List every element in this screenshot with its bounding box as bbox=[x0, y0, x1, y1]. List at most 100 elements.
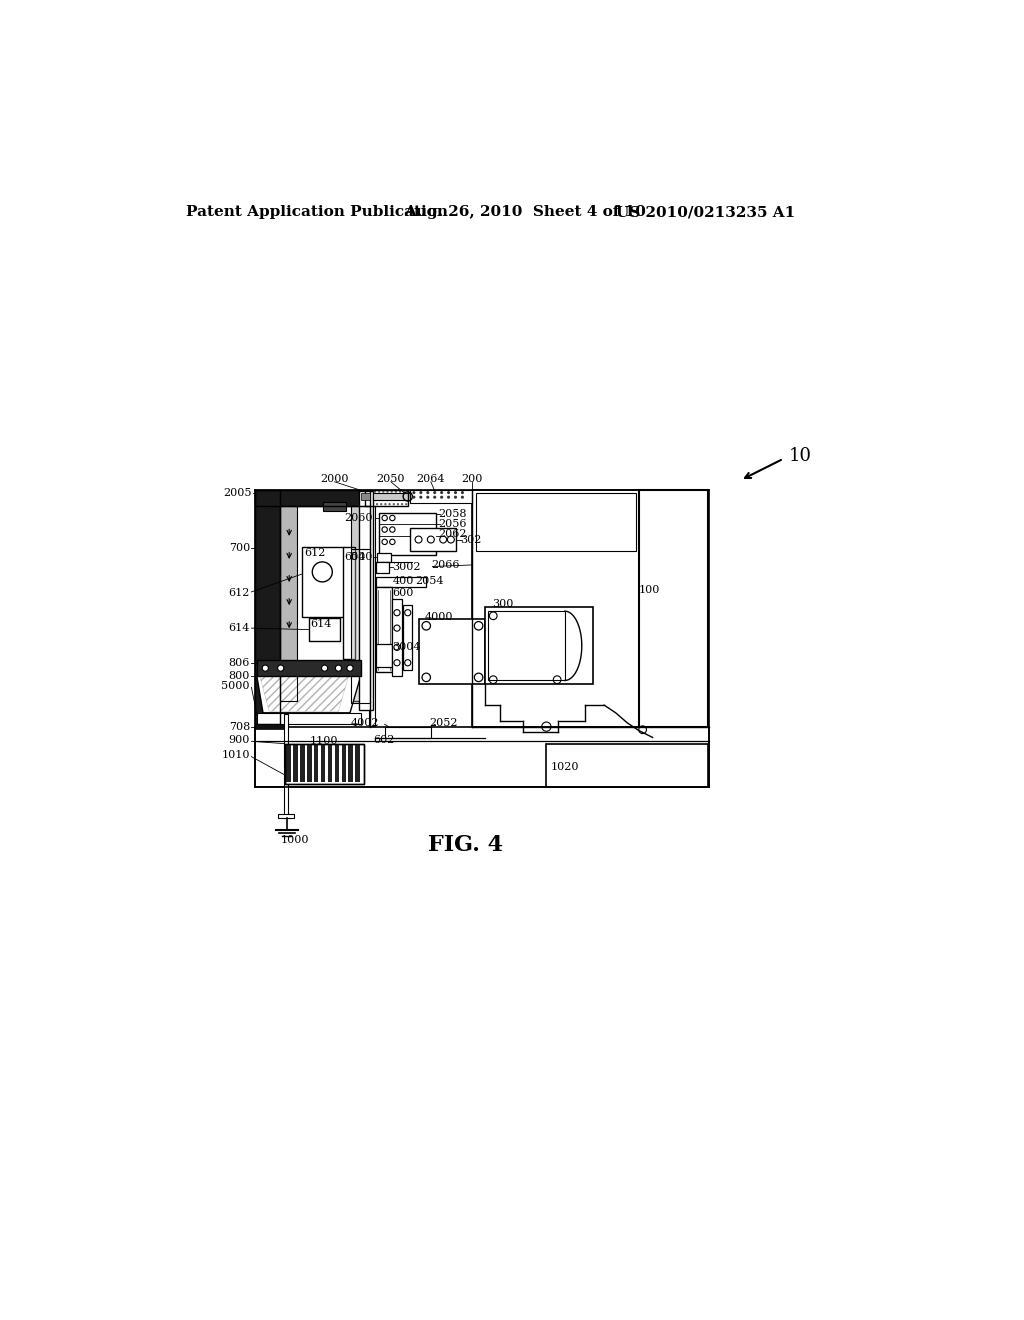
Bar bbox=[286, 744, 291, 781]
Text: 800: 800 bbox=[228, 671, 250, 681]
Text: 2064: 2064 bbox=[417, 474, 445, 484]
Text: 2000: 2000 bbox=[321, 474, 349, 484]
Text: 300: 300 bbox=[493, 599, 514, 610]
Text: 612: 612 bbox=[304, 548, 326, 558]
Bar bbox=[328, 744, 333, 781]
Bar bbox=[419, 619, 484, 684]
Bar bbox=[343, 548, 354, 659]
Bar bbox=[351, 507, 370, 549]
Bar bbox=[285, 743, 364, 784]
Text: 1010: 1010 bbox=[221, 750, 250, 760]
Circle shape bbox=[440, 496, 443, 499]
Text: 2052: 2052 bbox=[429, 718, 458, 727]
Bar bbox=[293, 744, 298, 781]
Text: Patent Application Publication: Patent Application Publication bbox=[186, 206, 449, 219]
Text: 2054: 2054 bbox=[416, 576, 444, 586]
Bar bbox=[379, 512, 436, 554]
Text: 600: 600 bbox=[392, 587, 414, 598]
Text: 1000: 1000 bbox=[281, 834, 309, 845]
Text: US 2010/0213235 A1: US 2010/0213235 A1 bbox=[615, 206, 795, 219]
Text: 4000: 4000 bbox=[425, 611, 454, 622]
Bar bbox=[376, 644, 391, 667]
Circle shape bbox=[433, 491, 436, 494]
Text: 2058: 2058 bbox=[438, 510, 467, 519]
Bar bbox=[376, 562, 388, 573]
Text: 2066: 2066 bbox=[431, 560, 460, 570]
Text: 2056: 2056 bbox=[438, 519, 467, 529]
Bar bbox=[255, 490, 280, 725]
Text: 500: 500 bbox=[351, 552, 373, 562]
Text: 614: 614 bbox=[228, 623, 250, 634]
Circle shape bbox=[419, 491, 422, 494]
Bar bbox=[300, 744, 304, 781]
Circle shape bbox=[413, 491, 416, 494]
Bar bbox=[257, 713, 360, 725]
Text: 604: 604 bbox=[345, 552, 366, 562]
Circle shape bbox=[426, 491, 429, 494]
Bar bbox=[301, 548, 344, 616]
Bar bbox=[351, 549, 370, 702]
Circle shape bbox=[262, 665, 268, 672]
Text: 1020: 1020 bbox=[551, 762, 580, 772]
Text: FIG. 4: FIG. 4 bbox=[428, 834, 503, 857]
Bar bbox=[285, 743, 364, 784]
Bar bbox=[410, 528, 457, 552]
Circle shape bbox=[447, 496, 451, 499]
Bar bbox=[280, 507, 297, 701]
Bar bbox=[321, 744, 326, 781]
Bar bbox=[280, 507, 367, 701]
Text: 2060: 2060 bbox=[345, 513, 373, 523]
Text: Aug. 26, 2010  Sheet 4 of 10: Aug. 26, 2010 Sheet 4 of 10 bbox=[403, 206, 646, 219]
Text: 708: 708 bbox=[228, 722, 250, 731]
Bar bbox=[475, 494, 636, 552]
Circle shape bbox=[433, 496, 436, 499]
Bar bbox=[335, 744, 339, 781]
Bar bbox=[279, 814, 294, 818]
Circle shape bbox=[461, 496, 464, 499]
Text: 2050: 2050 bbox=[377, 474, 406, 484]
Polygon shape bbox=[257, 676, 360, 713]
Bar bbox=[255, 726, 709, 787]
Circle shape bbox=[454, 496, 457, 499]
Text: 100: 100 bbox=[639, 585, 660, 594]
Text: 700: 700 bbox=[228, 543, 250, 553]
Bar bbox=[484, 607, 593, 684]
Circle shape bbox=[454, 491, 457, 494]
Text: 614: 614 bbox=[310, 619, 332, 630]
Bar bbox=[284, 714, 289, 817]
Bar bbox=[313, 744, 318, 781]
Text: 3002: 3002 bbox=[392, 562, 421, 573]
Circle shape bbox=[419, 496, 422, 499]
Bar bbox=[392, 599, 401, 676]
Bar bbox=[255, 490, 280, 725]
Bar bbox=[307, 744, 311, 781]
Bar bbox=[403, 605, 413, 671]
Circle shape bbox=[347, 665, 353, 672]
Text: 400: 400 bbox=[392, 576, 414, 586]
Circle shape bbox=[278, 665, 284, 672]
Bar bbox=[366, 490, 408, 507]
Text: 200: 200 bbox=[461, 474, 482, 484]
Text: 4002: 4002 bbox=[351, 718, 379, 727]
Bar bbox=[366, 490, 408, 507]
Bar bbox=[348, 744, 353, 781]
Bar bbox=[376, 587, 391, 672]
Bar bbox=[309, 618, 340, 642]
Circle shape bbox=[461, 491, 464, 494]
Bar bbox=[351, 549, 370, 702]
Text: 3004: 3004 bbox=[392, 643, 421, 652]
Text: 2005: 2005 bbox=[223, 487, 252, 498]
Bar bbox=[351, 507, 370, 549]
Bar bbox=[360, 494, 370, 499]
Bar bbox=[376, 577, 426, 587]
Bar bbox=[342, 744, 346, 781]
Text: 900: 900 bbox=[228, 735, 250, 744]
Text: 602: 602 bbox=[373, 735, 394, 744]
Bar bbox=[257, 660, 360, 676]
Circle shape bbox=[447, 491, 451, 494]
Text: 806: 806 bbox=[228, 657, 250, 668]
Bar bbox=[639, 490, 708, 726]
Bar bbox=[280, 507, 297, 701]
Bar bbox=[359, 491, 373, 710]
Circle shape bbox=[336, 665, 342, 672]
